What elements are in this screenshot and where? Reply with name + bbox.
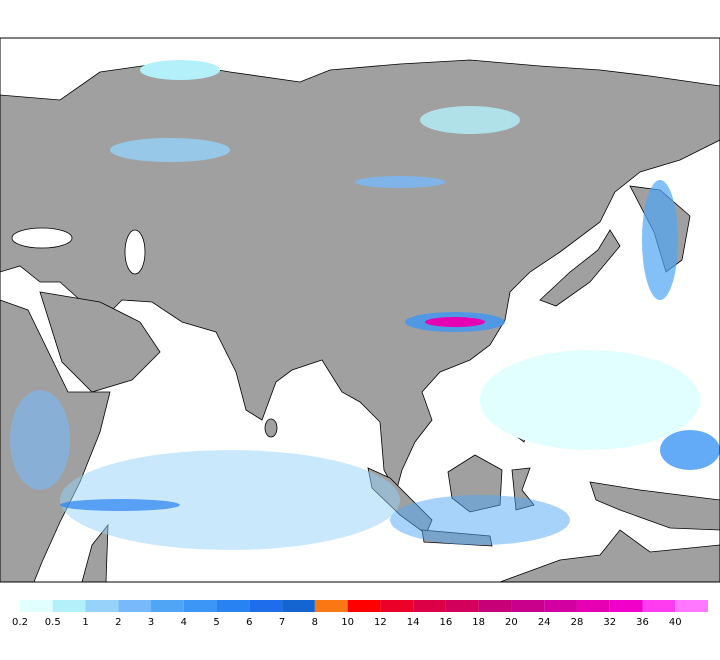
rain-patch (110, 138, 230, 162)
australia (499, 529, 720, 583)
color-box (642, 600, 676, 612)
color-box (282, 600, 315, 612)
rain-patch (420, 106, 520, 134)
colorbar-label: 18 (472, 617, 485, 628)
colorbar-label: 1 (82, 617, 88, 628)
rain-patch (480, 350, 700, 450)
colorbar-label: 20 (505, 617, 518, 628)
land (39, 291, 161, 393)
color-box (183, 600, 217, 612)
color-box (413, 600, 446, 612)
colorbar-label: 40 (669, 617, 682, 628)
rain-patch (390, 495, 570, 545)
sri-lanka (264, 418, 278, 438)
caspian-sea (124, 229, 146, 275)
color-box (445, 600, 479, 612)
color-box (151, 600, 184, 612)
colorbar-label: 36 (636, 617, 649, 628)
colorbar-label: 6 (246, 617, 252, 628)
rain-patch (642, 180, 678, 300)
rain-patch (660, 430, 720, 470)
color-box (576, 600, 610, 612)
colorbar-label: 24 (538, 617, 551, 628)
color-box (675, 600, 708, 612)
color-box (380, 600, 414, 612)
colorbar-label: 12 (374, 617, 387, 628)
colorbar-label: 0.2 (12, 617, 28, 628)
colorbar: 0.2 0.5 1 2 3 4 5 6 7 8 10 12 14 16 18 20 24 28 32 36 40 (12, 600, 708, 628)
japan (539, 229, 621, 307)
rain-patch (10, 390, 70, 490)
map-frame (0, 37, 720, 583)
colorbar-label: 2 (115, 617, 121, 628)
rain-patch (60, 450, 400, 550)
colorbar-label: 5 (213, 617, 219, 628)
color-box (478, 600, 512, 612)
colorbar-label: 16 (440, 617, 453, 628)
color-box (511, 600, 545, 612)
colorbar-label: 28 (571, 617, 584, 628)
color-box (52, 600, 86, 612)
new-guinea (589, 481, 720, 531)
color-box (118, 600, 152, 612)
colorbar-label: 8 (312, 617, 318, 628)
map (0, 37, 720, 583)
precipitation (10, 60, 720, 550)
colorbar-label: 32 (603, 617, 616, 628)
color-box (216, 600, 250, 612)
colorbar-label: 10 (341, 617, 354, 628)
colorbar-label: 3 (148, 617, 154, 628)
color-box (347, 600, 381, 612)
color-box (609, 600, 643, 612)
land (0, 59, 720, 494)
color-box (249, 600, 283, 612)
rain-patch (355, 176, 445, 188)
color-box (85, 600, 119, 612)
black-sea (11, 227, 73, 249)
color-box (20, 600, 53, 612)
rain-patch (425, 317, 485, 327)
color-box (544, 600, 577, 612)
color-box (314, 600, 348, 612)
colorbar-label: 7 (279, 617, 285, 628)
colorbar-label: 4 (181, 617, 187, 628)
rain-patch (60, 499, 180, 511)
colorbar-label: 0.5 (45, 617, 61, 628)
colorbar-label: 14 (407, 617, 420, 628)
rain-patch (140, 60, 220, 80)
